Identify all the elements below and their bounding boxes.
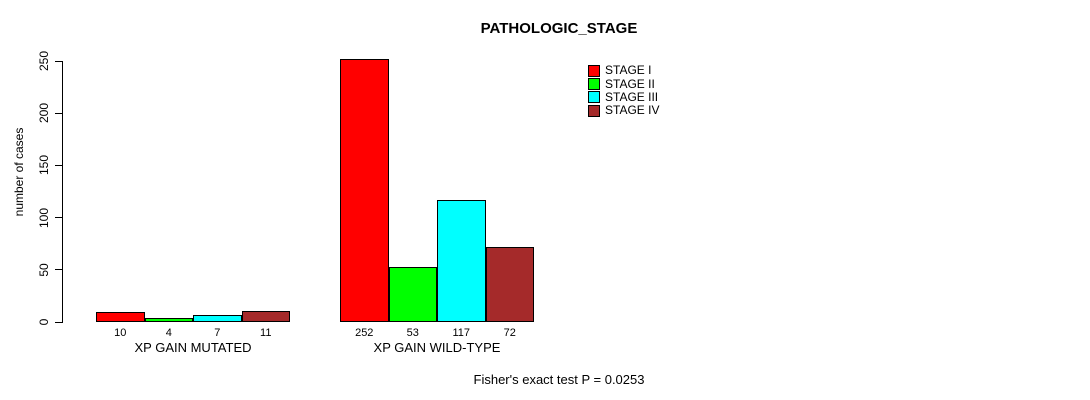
y-axis-label: number of cases [12,127,26,217]
y-axis-tick [55,60,62,62]
y-axis-line [62,61,63,323]
chart-title: PATHOLOGIC_STAGE [480,20,638,37]
y-axis-tick-label: 50 [37,263,51,277]
bar-stage-ii-xp-gain-wild-type [388,266,437,322]
bar-value-label: 4 [165,327,172,339]
legend-label: STAGE IV [605,103,660,118]
bar-value-label: 72 [503,327,516,339]
legend: STAGE I STAGE II STAGE III STAGE IV [588,64,659,118]
bar-stage-i-xp-gain-wild-type [340,58,389,322]
bar-value-label: 7 [214,327,221,339]
y-axis-tick-label: 250 [37,50,51,72]
bar-stage-iv-xp-gain-wild-type [485,246,534,322]
y-axis-tick-label: 150 [37,155,51,176]
bar-stage-iii-xp-gain-wild-type [437,199,486,322]
bar-stage-iv-xp-gain-mutated [241,310,290,322]
legend-swatch-icon [588,104,600,117]
bar-stage-ii-xp-gain-mutated [144,317,193,322]
legend-swatch-icon [588,64,600,77]
bar-stage-iii-xp-gain-mutated [193,314,242,322]
legend-item-stage-ii: STAGE II [588,76,659,91]
legend-item-stage-i: STAGE I [588,64,659,77]
y-axis-tick-label: 0 [37,318,51,326]
y-axis-tick-label: 100 [37,207,51,228]
y-axis-tick [55,269,62,271]
y-axis-tick-label: 200 [37,103,51,124]
legend-swatch-icon [588,78,600,91]
legend-swatch-icon [588,91,600,104]
legend-label: STAGE I [605,63,652,78]
y-axis-tick [55,321,62,323]
bar-value-label: 53 [406,327,419,339]
fisher-test-annotation: Fisher's exact test P = 0.0253 [473,372,645,387]
bar-value-label: 117 [452,327,471,339]
y-axis-tick [55,217,62,219]
x-axis-group-label-xp-gain-wild-type: XP GAIN WILD-TYPE [373,340,501,355]
y-axis-tick [55,112,62,114]
legend-label: STAGE III [605,89,659,104]
bar-value-label: 11 [260,327,272,339]
legend-item-stage-iv: STAGE IV [588,104,659,117]
y-axis-tick [55,164,62,166]
bar-value-label: 10 [114,327,127,339]
legend-item-stage-iii: STAGE III [588,89,659,104]
legend-label: STAGE II [605,76,655,91]
bar-value-label: 252 [355,327,374,339]
bar-stage-i-xp-gain-mutated [96,311,145,322]
x-axis-group-label-xp-gain-mutated: XP GAIN MUTATED [134,340,252,355]
